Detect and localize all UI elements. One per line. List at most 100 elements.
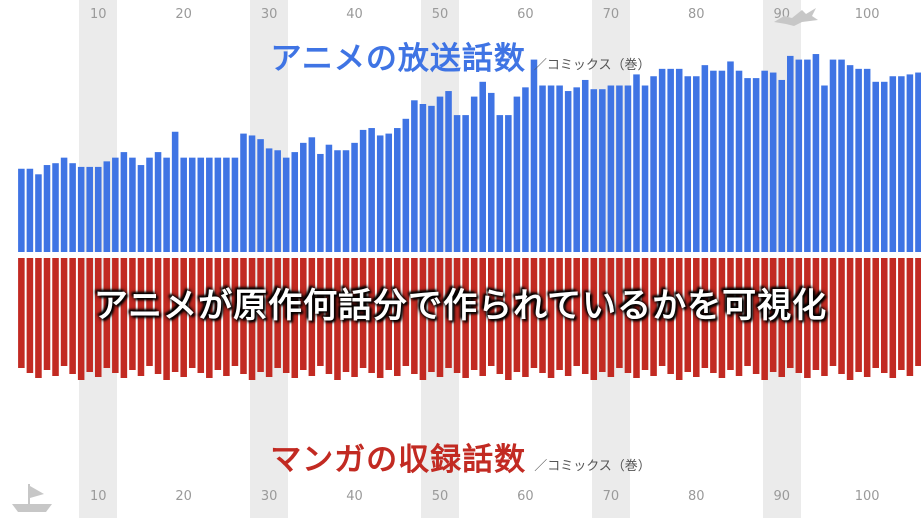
anime-bar bbox=[804, 59, 811, 252]
anime-bar bbox=[180, 157, 187, 252]
manga-bar bbox=[744, 258, 751, 366]
x-tick-label: 60 bbox=[517, 489, 534, 504]
anime-bar bbox=[317, 153, 324, 252]
manga-bar bbox=[402, 258, 410, 366]
anime-bar bbox=[599, 89, 606, 252]
anime-bar bbox=[453, 115, 461, 252]
manga-bar bbox=[394, 258, 401, 376]
manga-bar bbox=[26, 258, 34, 373]
anime-bar bbox=[231, 157, 239, 252]
manga-bar bbox=[120, 258, 128, 378]
manga-bar bbox=[453, 258, 461, 373]
manga-bar bbox=[197, 258, 205, 373]
manga-bar bbox=[898, 258, 905, 370]
manga-bar bbox=[308, 258, 316, 376]
x-tick-label: 50 bbox=[431, 489, 449, 504]
manga-bar bbox=[573, 258, 580, 366]
anime-bar bbox=[752, 78, 760, 252]
manga-title: マンガの収録話数 ／コミックス（巻） bbox=[0, 434, 921, 479]
manga-bar bbox=[436, 258, 444, 377]
manga-bar bbox=[479, 258, 486, 376]
anime-bar bbox=[590, 89, 598, 252]
anime-bar bbox=[86, 166, 93, 252]
manga-bar bbox=[539, 258, 546, 373]
x-tick-label: 100 bbox=[854, 7, 880, 22]
anime-bar bbox=[18, 168, 25, 252]
anime-bar bbox=[761, 70, 768, 252]
manga-bar bbox=[522, 258, 529, 377]
manga-bar bbox=[214, 258, 222, 370]
manga-bar bbox=[137, 258, 145, 376]
manga-bar bbox=[35, 258, 42, 378]
manga-bar bbox=[368, 258, 375, 373]
manga-bar bbox=[112, 258, 119, 373]
anime-bar bbox=[445, 91, 452, 252]
anime-bar bbox=[163, 157, 170, 252]
manga-bar bbox=[206, 258, 213, 378]
anime-bar bbox=[368, 128, 375, 252]
manga-bar bbox=[419, 258, 427, 380]
manga-title-main: マンガの収録話数 bbox=[270, 442, 527, 478]
anime-bar bbox=[616, 85, 623, 252]
manga-bar bbox=[231, 258, 239, 366]
anime-bar bbox=[718, 70, 726, 252]
x-tick-label: 10 bbox=[89, 7, 107, 22]
manga-bar bbox=[103, 258, 111, 368]
anime-bar bbox=[428, 105, 435, 252]
anime-bar bbox=[727, 61, 734, 253]
manga-bar bbox=[77, 258, 85, 380]
manga-bar bbox=[769, 258, 777, 372]
manga-bar bbox=[624, 258, 632, 373]
anime-bar bbox=[872, 81, 879, 252]
manga-bar bbox=[838, 258, 845, 374]
manga-bar bbox=[829, 258, 837, 366]
manga-bar bbox=[633, 258, 640, 378]
anime-bar bbox=[394, 128, 401, 252]
anime-title-sub: ／コミックス（巻） bbox=[533, 58, 651, 73]
manga-bar bbox=[240, 258, 247, 374]
anime-bar bbox=[129, 157, 136, 252]
anime-bar bbox=[60, 157, 68, 252]
manga-bar bbox=[300, 258, 307, 370]
manga-bar bbox=[906, 258, 914, 376]
anime-bar bbox=[855, 68, 862, 252]
anime-bar bbox=[282, 157, 290, 252]
x-tick-label: 30 bbox=[260, 489, 278, 504]
manga-bar bbox=[855, 258, 862, 372]
manga-bar bbox=[607, 258, 615, 377]
anime-bar bbox=[214, 157, 222, 252]
anime-bar bbox=[300, 142, 307, 252]
anime-bar bbox=[641, 85, 649, 252]
anime-bar bbox=[43, 165, 51, 252]
manga-bar bbox=[718, 258, 726, 378]
anime-bar bbox=[359, 129, 367, 252]
anime-bar bbox=[411, 100, 418, 252]
manga-bar bbox=[129, 258, 136, 370]
anime-bar bbox=[863, 68, 871, 252]
anime-bar bbox=[539, 85, 546, 252]
anime-bar bbox=[188, 157, 196, 252]
manga-bar bbox=[641, 258, 649, 370]
x-tick-label: 60 bbox=[517, 7, 534, 22]
manga-bar bbox=[180, 258, 187, 377]
manga-bar bbox=[18, 258, 25, 368]
anime-bar bbox=[846, 65, 854, 253]
x-tick-label: 20 bbox=[175, 7, 192, 22]
manga-bar bbox=[795, 258, 803, 373]
manga-bar bbox=[86, 258, 93, 372]
anime-bar bbox=[77, 166, 85, 252]
manga-bar bbox=[547, 258, 555, 378]
anime-bar bbox=[385, 133, 392, 252]
manga-bar bbox=[351, 258, 358, 377]
manga-bar bbox=[812, 258, 820, 370]
x-tick-label: 100 bbox=[854, 489, 880, 504]
manga-bar bbox=[257, 258, 264, 372]
anime-bar bbox=[898, 76, 905, 252]
overlay-caption: アニメが原作何話分で作られているかを可視化 bbox=[93, 286, 828, 326]
anime-bar bbox=[479, 81, 486, 252]
anime-bar bbox=[667, 68, 674, 252]
x-tick-label: 40 bbox=[346, 7, 363, 22]
anime-bar bbox=[26, 168, 34, 252]
anime-bar bbox=[778, 79, 786, 252]
